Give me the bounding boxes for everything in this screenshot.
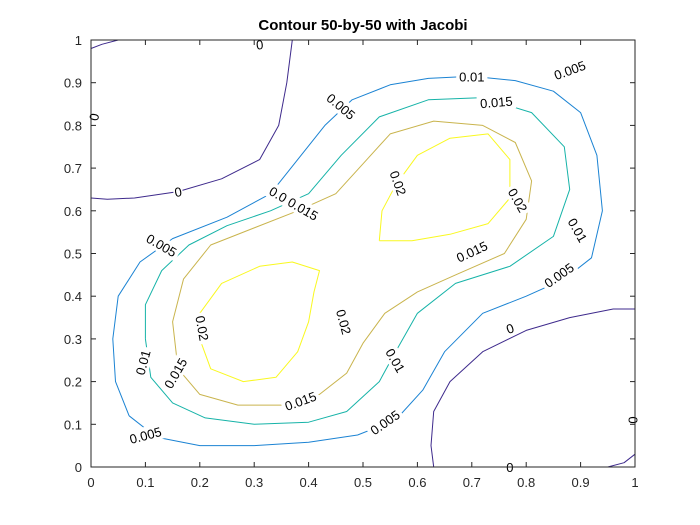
contour-level-0_005-path-0: [112, 75, 603, 447]
contour-level-0_01-path-0: [144, 97, 571, 425]
contour-label-bg: [380, 342, 411, 378]
y-tick-label: 0.6: [64, 204, 82, 219]
contour-label-bg: [476, 92, 517, 112]
contour-label-bg: [332, 304, 356, 339]
y-tick-label: 0.2: [64, 375, 82, 390]
contour-label-group: 0.01: [456, 68, 488, 85]
y-tick-label: 0.9: [64, 76, 82, 91]
y-tick-label: 0.1: [64, 417, 82, 432]
contour-label-bg: [85, 110, 103, 123]
x-tick-label: 0.9: [572, 475, 590, 490]
x-tick-label: 0: [87, 475, 94, 490]
contour-level-0-path-2: [430, 308, 635, 468]
x-tick-label: 0.3: [245, 475, 263, 490]
contour-label-group: 0: [502, 319, 518, 338]
contour-label-bg: [191, 311, 214, 345]
contour-label: 0: [173, 184, 183, 200]
contour-label-bg: [124, 422, 167, 448]
y-tick-label: 0.3: [64, 332, 82, 347]
x-tick-label: 0.6: [408, 475, 426, 490]
contour-label-group: 0: [85, 110, 103, 123]
contour-label-group: 0: [624, 415, 641, 425]
contour-label-bg: [158, 352, 192, 394]
contour-label-group: 0.02: [191, 311, 214, 345]
x-tick-label: 0.1: [136, 475, 154, 490]
contour-label-bg: [456, 68, 488, 85]
contour-label-bg: [450, 236, 493, 267]
y-tick-label: 0.5: [64, 247, 82, 262]
contour-label: 0: [255, 37, 264, 53]
x-tick-label: 0.4: [300, 475, 318, 490]
contour-label: 0.015: [479, 94, 513, 112]
contour-label-group: 0.02: [332, 304, 356, 339]
x-tick-label: 0.8: [517, 475, 535, 490]
y-tick-label: 0.8: [64, 118, 82, 133]
y-tick-label: 0.7: [64, 161, 82, 176]
contour-label-bg: [172, 182, 184, 201]
contour-label-bg: [563, 212, 593, 248]
contour-label-bg: [279, 386, 322, 415]
contour-label-bg: [503, 182, 533, 218]
chart-title: Contour 50-by-50 with Jacobi: [258, 17, 467, 34]
contour-label-bg: [548, 55, 591, 85]
contour-level-0_02-path-0: [199, 261, 320, 383]
y-tick-label: 0: [75, 460, 82, 475]
x-tick-label: 0.2: [191, 475, 209, 490]
contour-label: 0.01: [133, 348, 154, 376]
contour-label-bg: [321, 87, 362, 125]
contour-label-bg: [130, 345, 155, 380]
contour-label-bg: [538, 257, 580, 293]
contour-label-bg: [502, 319, 518, 338]
contour-label-bg: [624, 415, 641, 425]
contour-label: 0: [625, 416, 640, 423]
contour-label-group: 0.015: [476, 92, 517, 112]
y-tick-label: 1: [75, 33, 82, 48]
contour-label: 0.02: [333, 308, 354, 336]
contour-label: 0: [504, 320, 516, 337]
contour-label: 0.01: [459, 69, 484, 84]
contour-label: 0.02: [192, 315, 211, 343]
x-tick-label: 0.7: [463, 475, 481, 490]
contour-label: 0: [86, 112, 102, 122]
contour-label-group: 0: [172, 182, 184, 201]
contour-level-0_015-path-0: [172, 120, 533, 406]
contour-level-0-path-0: [90, 39, 293, 200]
x-tick-label: 0.5: [354, 475, 372, 490]
contour-label-bg: [364, 404, 406, 440]
contour-label-bg: [282, 192, 324, 226]
y-tick-label: 0.4: [64, 289, 82, 304]
contour-label-group: 0: [254, 35, 265, 53]
x-tick-label: 1: [631, 475, 638, 490]
contour-label-group: 0.01: [130, 345, 155, 380]
axes: 0 0.1 0.2 0.3 0.4 0.5 0.6 0.7 0.8 0.9 1 0 0.1 0.2 0.3 0…: [64, 33, 639, 490]
contour-label-bg: [141, 228, 183, 262]
contour-label-bg: [385, 165, 412, 201]
